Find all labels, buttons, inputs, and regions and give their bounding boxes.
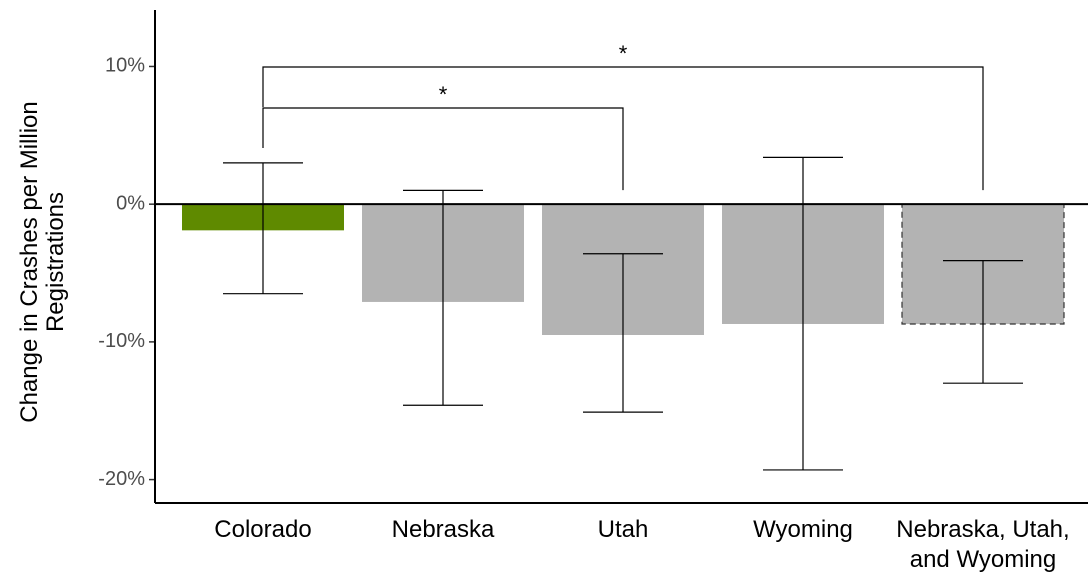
significance-bracket — [262, 66, 984, 191]
x-tick-label: Colorado — [214, 516, 312, 543]
y-tick-label: -10% — [98, 330, 145, 352]
x-tick-label: Wyoming — [753, 516, 853, 543]
x-tick-label: Utah — [597, 516, 649, 543]
x-tick-label: Nebraska — [391, 516, 495, 543]
significance-label: * — [439, 82, 448, 107]
significance-label: * — [619, 41, 628, 66]
y-tick-label: 10% — [105, 55, 145, 77]
x-tick-label: Nebraska, Utah, and Wyoming — [896, 516, 1070, 573]
y-tick-label: -20% — [98, 468, 145, 490]
y-tick-label: 0% — [116, 192, 145, 214]
y-axis-title: Change in Crashes per Million Registrati… — [16, 101, 69, 423]
significance-bracket — [262, 107, 624, 191]
